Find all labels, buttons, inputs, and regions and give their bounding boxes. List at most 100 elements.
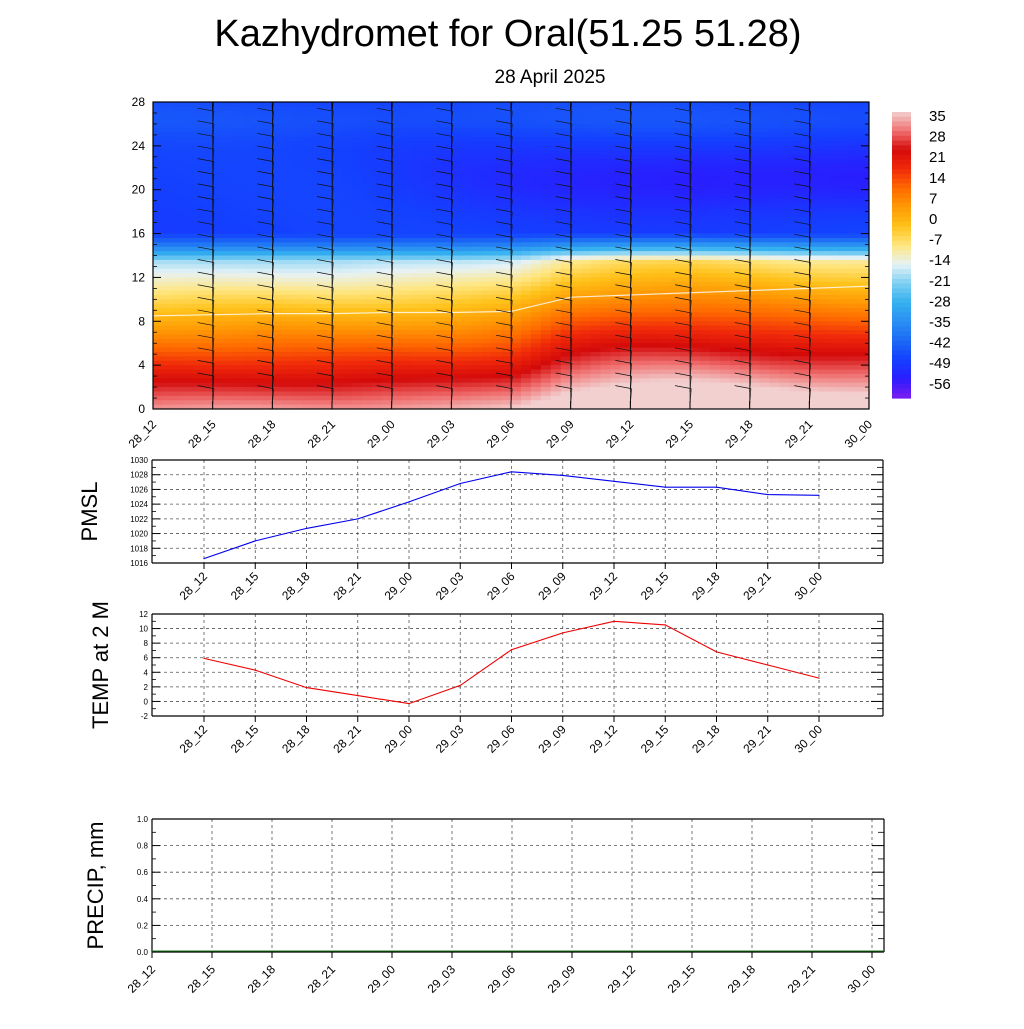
temperature-cell: [183, 295, 194, 300]
temperature-cell: [213, 348, 224, 353]
temperature-cell: [829, 264, 840, 269]
temperature-cell: [640, 277, 651, 282]
temperature-cell: [640, 400, 651, 405]
temperature-cell: [521, 348, 532, 353]
temperature-cell: [531, 133, 542, 138]
temperature-cell: [451, 348, 462, 353]
temperature-cell: [720, 102, 731, 107]
temperature-cell: [342, 137, 353, 142]
temperature-cell: [183, 352, 194, 357]
temperature-cell: [362, 330, 373, 335]
temperature-cell: [720, 269, 731, 274]
temperature-cell: [730, 273, 741, 278]
temperature-cell: [660, 177, 671, 182]
temperature-cell: [262, 141, 273, 146]
temperature-cell: [441, 163, 452, 168]
temperature-cell: [730, 181, 741, 186]
temperature-cell: [531, 396, 542, 401]
temperature-cell: [342, 220, 353, 225]
temperature-cell: [243, 256, 254, 261]
temperature-cell: [750, 128, 761, 133]
temperature-cell: [610, 282, 621, 287]
temperature-cell: [660, 212, 671, 217]
temperature-cell: [630, 269, 641, 274]
temperature-cell: [233, 216, 244, 221]
temperature-cell: [213, 225, 224, 230]
temperature-cell: [660, 198, 671, 203]
temperature-cell: [282, 356, 293, 361]
temperature-cell: [819, 330, 830, 335]
temperature-cell: [392, 383, 403, 388]
temperature-cell: [770, 313, 781, 318]
temperature-cell: [780, 256, 791, 261]
temperature-cell: [272, 387, 283, 392]
temperature-cell: [839, 247, 850, 252]
temperature-cell: [352, 370, 363, 375]
temperature-cell: [690, 286, 701, 291]
temperature-cell: [750, 348, 761, 353]
temperature-cell: [700, 348, 711, 353]
temperature-cell: [412, 133, 423, 138]
temperature-cell: [670, 198, 681, 203]
temperature-cell: [660, 374, 671, 379]
temperature-cell: [551, 326, 562, 331]
temperature-cell: [541, 124, 552, 129]
temperature-cell: [780, 141, 791, 146]
temperature-cell: [750, 370, 761, 375]
temperature-cell: [193, 128, 204, 133]
temperature-cell: [372, 203, 383, 208]
temperature-cell: [243, 277, 254, 282]
temperature-cell: [292, 137, 303, 142]
temperature-cell: [342, 141, 353, 146]
temperature-cell: [750, 234, 761, 239]
temperature-cell: [153, 334, 164, 339]
temperature-cell: [581, 185, 592, 190]
temperature-cell: [839, 168, 850, 173]
temperature-cell: [262, 163, 273, 168]
temperature-cell: [272, 137, 283, 142]
temperature-cell: [422, 365, 433, 370]
temperature-cell: [720, 111, 731, 116]
temperature-cell: [859, 124, 870, 129]
temperature-cell: [720, 212, 731, 217]
temperature-cell: [402, 159, 413, 164]
temperature-cell: [173, 172, 184, 177]
temperature-cell: [262, 128, 273, 133]
temperature-cell: [650, 194, 661, 199]
temperature-cell: [481, 251, 492, 256]
temperature-cell: [422, 400, 433, 405]
temperature-cell: [193, 299, 204, 304]
temperature-cell: [163, 361, 174, 366]
temperature-cell: [332, 260, 343, 265]
temperature-cell: [591, 387, 602, 392]
temperature-cell: [571, 247, 582, 252]
temperature-cell: [183, 370, 194, 375]
temperature-cell: [163, 155, 174, 160]
temperature-cell: [780, 133, 791, 138]
temperature-cell: [720, 238, 731, 243]
temperature-cell: [561, 163, 572, 168]
temperature-cell: [332, 387, 343, 392]
temperature-cell: [630, 137, 641, 142]
temperature-cell: [183, 172, 194, 177]
temperature-cell: [640, 225, 651, 230]
temperature-cell: [272, 374, 283, 379]
temperature-cell: [690, 177, 701, 182]
temperature-cell: [223, 365, 234, 370]
temperature-cell: [601, 115, 612, 120]
temperature-cell: [750, 264, 761, 269]
temperature-cell: [392, 225, 403, 230]
temperature-cell: [422, 321, 433, 326]
temperature-cell: [372, 190, 383, 195]
temperature-cell: [223, 387, 234, 392]
temperature-cell: [322, 141, 333, 146]
temperature-cell: [422, 190, 433, 195]
temperature-cell: [392, 120, 403, 125]
temperature-cell: [431, 286, 442, 291]
temperature-cell: [262, 115, 273, 120]
temperature-cell: [551, 343, 562, 348]
temperature-cell: [849, 216, 860, 221]
temperature-cell: [591, 291, 602, 296]
temperature-cell: [700, 391, 711, 396]
temperature-cell: [849, 264, 860, 269]
